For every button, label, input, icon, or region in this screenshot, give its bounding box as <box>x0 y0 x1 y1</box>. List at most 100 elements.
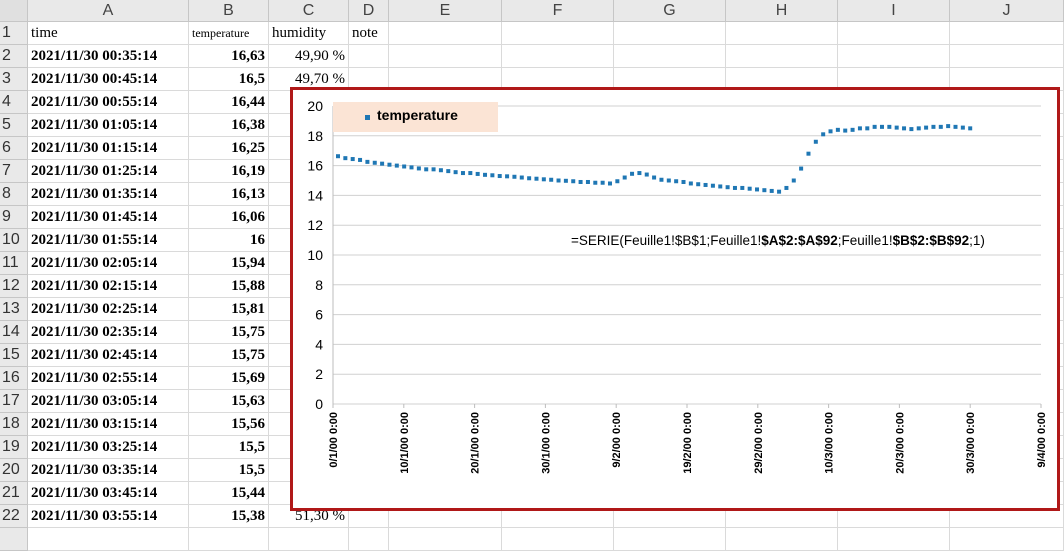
cell-f2[interactable] <box>502 45 614 68</box>
cell-c22[interactable]: 51,30 % <box>269 505 349 528</box>
temperature-data-point[interactable] <box>483 172 488 177</box>
temperature-data-point[interactable] <box>674 179 679 184</box>
row-header[interactable]: 13 <box>0 298 28 321</box>
cell-e23[interactable] <box>389 528 502 551</box>
temperature-data-point[interactable] <box>358 157 363 162</box>
row-header[interactable]: 10 <box>0 229 28 252</box>
temperature-data-point[interactable] <box>431 167 436 172</box>
row-header[interactable]: 22 <box>0 505 28 528</box>
temperature-data-point[interactable] <box>666 178 671 183</box>
temperature-data-point[interactable] <box>755 187 760 192</box>
cell-f1[interactable] <box>502 22 614 45</box>
column-header-e[interactable]: E <box>389 0 502 22</box>
temperature-data-point[interactable] <box>946 124 951 129</box>
cell-b14[interactable]: 15,75 <box>189 321 269 344</box>
temperature-data-point[interactable] <box>924 125 929 130</box>
cell-d23[interactable] <box>349 528 389 551</box>
temperature-data-point[interactable] <box>505 174 510 179</box>
temperature-data-point[interactable] <box>416 166 421 171</box>
cell-a9[interactable]: 2021/11/30 01:45:14 <box>28 206 189 229</box>
temperature-data-point[interactable] <box>740 185 745 190</box>
cell-h2[interactable] <box>726 45 838 68</box>
cell-a6[interactable]: 2021/11/30 01:15:14 <box>28 137 189 160</box>
cell-a23[interactable] <box>28 528 189 551</box>
cell-a20[interactable]: 2021/11/30 03:35:14 <box>28 459 189 482</box>
temperature-data-point[interactable] <box>556 178 561 183</box>
column-header-c[interactable]: C <box>269 0 349 22</box>
cell-a11[interactable]: 2021/11/30 02:05:14 <box>28 252 189 275</box>
cell-d1[interactable]: note <box>349 22 389 45</box>
cell-b2[interactable]: 16,63 <box>189 45 269 68</box>
cell-a17[interactable]: 2021/11/30 03:05:14 <box>28 390 189 413</box>
cell-b6[interactable]: 16,25 <box>189 137 269 160</box>
cell-b7[interactable]: 16,19 <box>189 160 269 183</box>
row-header[interactable]: 15 <box>0 344 28 367</box>
cell-g22[interactable] <box>614 505 726 528</box>
temperature-data-point[interactable] <box>622 175 627 180</box>
temperature-data-point[interactable] <box>791 178 796 183</box>
cell-h23[interactable] <box>726 528 838 551</box>
row-header[interactable]: 3 <box>0 68 28 91</box>
cell-b17[interactable]: 15,63 <box>189 390 269 413</box>
cell-a7[interactable]: 2021/11/30 01:25:14 <box>28 160 189 183</box>
cell-f22[interactable] <box>502 505 614 528</box>
row-header[interactable]: 14 <box>0 321 28 344</box>
cell-b10[interactable]: 16 <box>189 229 269 252</box>
cell-a16[interactable]: 2021/11/30 02:55:14 <box>28 367 189 390</box>
temperature-data-point[interactable] <box>571 179 576 184</box>
temperature-data-point[interactable] <box>696 182 701 187</box>
column-header-g[interactable]: G <box>614 0 726 22</box>
temperature-data-point[interactable] <box>769 188 774 193</box>
chart-legend[interactable]: temperature <box>333 102 498 132</box>
row-header[interactable]: 11 <box>0 252 28 275</box>
cell-j23[interactable] <box>950 528 1064 551</box>
temperature-data-point[interactable] <box>747 186 752 191</box>
temperature-data-point[interactable] <box>718 184 723 189</box>
row-header[interactable]: 8 <box>0 183 28 206</box>
cell-a14[interactable]: 2021/11/30 02:35:14 <box>28 321 189 344</box>
cell-b22[interactable]: 15,38 <box>189 505 269 528</box>
cell-a22[interactable]: 2021/11/30 03:55:14 <box>28 505 189 528</box>
temperature-data-point[interactable] <box>578 179 583 184</box>
cell-e1[interactable] <box>389 22 502 45</box>
cell-c23[interactable] <box>269 528 349 551</box>
cell-i1[interactable] <box>838 22 950 45</box>
row-header[interactable] <box>0 528 28 551</box>
temperature-data-point[interactable] <box>387 162 392 167</box>
cell-a1[interactable]: time <box>28 22 189 45</box>
temperature-data-point[interactable] <box>446 169 451 174</box>
cell-a8[interactable]: 2021/11/30 01:35:14 <box>28 183 189 206</box>
temperature-data-point[interactable] <box>527 176 532 181</box>
cell-b15[interactable]: 15,75 <box>189 344 269 367</box>
row-header[interactable]: 1 <box>0 22 28 45</box>
column-header-b[interactable]: B <box>189 0 269 22</box>
row-header[interactable]: 19 <box>0 436 28 459</box>
cell-b3[interactable]: 16,5 <box>189 68 269 91</box>
temperature-data-point[interactable] <box>821 132 826 137</box>
temperature-data-point[interactable] <box>916 126 921 131</box>
cell-a15[interactable]: 2021/11/30 02:45:14 <box>28 344 189 367</box>
temperature-data-point[interactable] <box>372 160 377 165</box>
temperature-data-point[interactable] <box>593 180 598 185</box>
cell-i22[interactable] <box>838 505 950 528</box>
cell-b4[interactable]: 16,44 <box>189 91 269 114</box>
row-header[interactable]: 9 <box>0 206 28 229</box>
temperature-data-point[interactable] <box>931 124 936 129</box>
temperature-data-point[interactable] <box>644 172 649 177</box>
cell-a19[interactable]: 2021/11/30 03:25:14 <box>28 436 189 459</box>
cell-b1[interactable]: temperature <box>189 22 269 45</box>
temperature-data-point[interactable] <box>490 173 495 178</box>
cell-b19[interactable]: 15,5 <box>189 436 269 459</box>
temperature-data-point[interactable] <box>343 156 348 161</box>
temperature-data-point[interactable] <box>402 164 407 169</box>
cell-b20[interactable]: 15,5 <box>189 459 269 482</box>
temperature-data-point[interactable] <box>519 175 524 180</box>
cell-b18[interactable]: 15,56 <box>189 413 269 436</box>
cell-i23[interactable] <box>838 528 950 551</box>
temperature-data-point[interactable] <box>902 126 907 131</box>
temperature-data-point[interactable] <box>909 127 914 132</box>
cell-j2[interactable] <box>950 45 1064 68</box>
temperature-data-point[interactable] <box>850 127 855 132</box>
cell-a12[interactable]: 2021/11/30 02:15:14 <box>28 275 189 298</box>
cell-c1[interactable]: humidity <box>269 22 349 45</box>
